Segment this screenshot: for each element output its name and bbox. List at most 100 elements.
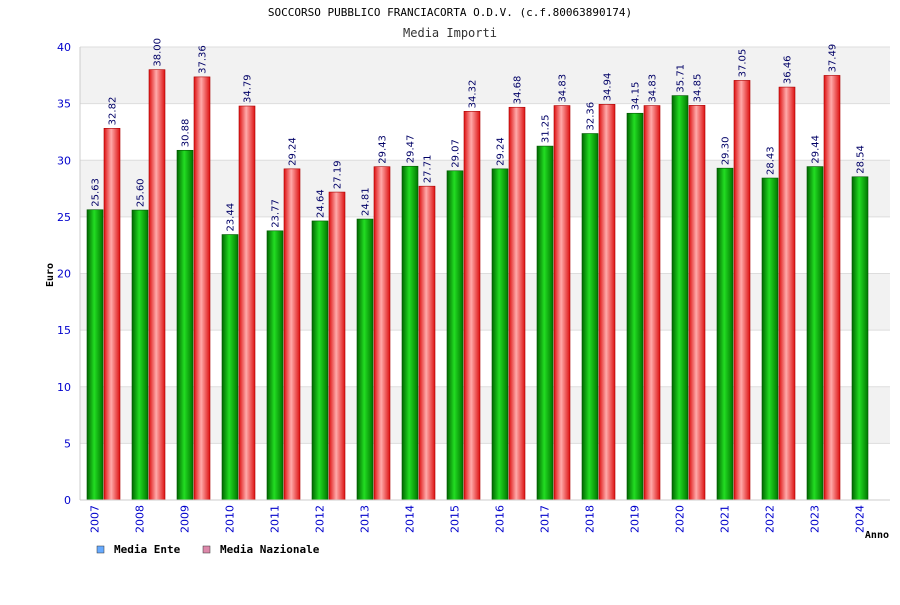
x-axis-title: Anno: [865, 530, 889, 541]
value-label-media-ente-2020: 35.71: [676, 64, 687, 93]
bar-media-nazionale-2011: [283, 168, 301, 501]
value-label-media-ente-2012: 24.64: [316, 189, 327, 218]
bar-media-nazionale-2015: [463, 111, 481, 501]
y-tick-label: 5: [64, 437, 71, 450]
bar-media-ente-2010: [221, 234, 239, 501]
value-labels: 25.63 32.82 25.60 38.00 30.88 37.36 23.44 34.79…: [91, 38, 867, 232]
x-tick-label: 2024: [854, 505, 867, 533]
bar-media-ente-2017: [536, 145, 554, 501]
bar-media-nazionale-2018: [598, 104, 616, 501]
x-tick-label: 2014: [404, 505, 417, 533]
value-label-media-nazionale-2020: 34.85: [693, 74, 704, 103]
legend-swatch-media-ente: [96, 545, 105, 554]
value-label-media-ente-2008: 25.60: [136, 178, 147, 207]
x-tick-label: 2018: [584, 505, 597, 533]
value-label-media-nazionale-2015: 34.32: [468, 80, 479, 109]
x-tick-label: 2012: [314, 505, 327, 533]
value-label-media-nazionale-2022: 36.46: [783, 55, 794, 84]
x-tick-label: 2022: [764, 505, 777, 533]
bar-media-ente-2012: [311, 220, 329, 501]
value-label-media-ente-2015: 29.07: [451, 139, 462, 168]
value-label-media-ente-2022: 28.43: [766, 146, 777, 175]
value-label-media-nazionale-2007: 32.82: [108, 97, 119, 126]
bar-media-nazionale-2009: [193, 76, 211, 501]
y-tick-label: 25: [57, 211, 71, 224]
y-tick-label: 15: [57, 324, 71, 337]
y-axis-ticks: 0 5 10 15 20 25 30 35 40: [57, 41, 71, 507]
bar-media-ente-2021: [716, 167, 734, 501]
y-tick-label: 35: [57, 98, 71, 111]
x-tick-label: 2008: [134, 505, 147, 533]
value-label-media-ente-2011: 23.77: [271, 199, 282, 228]
y-axis-title: Euro: [45, 263, 56, 287]
value-label-media-nazionale-2009: 37.36: [198, 45, 209, 74]
value-label-media-nazionale-2019: 34.83: [648, 74, 659, 103]
bar-media-nazionale-2020: [688, 105, 706, 501]
x-tick-label: 2021: [719, 505, 732, 533]
bar-media-ente-2020: [671, 95, 689, 501]
bar-media-ente-2011: [266, 230, 284, 501]
bar-media-ente-2009: [176, 149, 194, 501]
x-tick-label: 2007: [89, 505, 102, 533]
value-label-media-nazionale-2013: 29.43: [378, 135, 389, 164]
plot-band: [80, 443, 890, 500]
plot-band: [80, 103, 890, 161]
value-label-media-nazionale-2023: 37.49: [828, 44, 839, 73]
bar-media-nazionale-2023: [823, 75, 841, 501]
bar-media-nazionale-2022: [778, 86, 796, 501]
bar-media-nazionale-2017: [553, 105, 571, 501]
bar-media-ente-2007: [86, 209, 104, 501]
chart-title: SOCCORSO PUBBLICO FRANCIACORTA O.D.V. (c…: [268, 6, 632, 19]
plot-background: [80, 47, 890, 500]
plot-band: [80, 216, 890, 274]
x-tick-label: 2016: [494, 505, 507, 533]
bar-media-ente-2008: [131, 209, 149, 501]
value-label-media-ente-2007: 25.63: [91, 178, 102, 207]
x-tick-label: 2017: [539, 505, 552, 533]
plot-band: [80, 386, 890, 444]
x-tick-label: 2013: [359, 505, 372, 533]
x-axis-ticks: 2007 2008 2009 2010 2011 2012 2013 2014 2015 2016…: [89, 505, 867, 533]
legend: Media Ente Media Nazionale: [96, 543, 320, 556]
legend-label-media-nazionale: Media Nazionale: [220, 543, 320, 556]
bar-media-nazionale-2014: [418, 185, 436, 501]
y-tick-label: 10: [57, 381, 71, 394]
value-label-media-nazionale-2011: 29.24: [288, 137, 299, 166]
value-label-media-nazionale-2008: 38.00: [153, 38, 164, 67]
bar-media-nazionale-2019: [643, 105, 661, 501]
bar-media-nazionale-2008: [148, 69, 166, 501]
value-label-media-nazionale-2010: 34.79: [243, 74, 254, 103]
x-tick-label: 2023: [809, 505, 822, 533]
bar-media-ente-2023: [806, 166, 824, 501]
value-label-media-ente-2013: 24.81: [361, 187, 372, 216]
y-tick-label: 20: [57, 268, 71, 281]
value-label-media-ente-2018: 32.36: [586, 102, 597, 131]
value-label-media-ente-2024: 28.54: [856, 145, 867, 174]
value-label-media-ente-2017: 31.25: [541, 114, 552, 143]
bar-media-ente-2016: [491, 168, 509, 501]
value-label-media-ente-2021: 29.30: [721, 137, 732, 166]
value-label-media-ente-2023: 29.44: [811, 135, 822, 164]
plot-band: [80, 273, 890, 331]
chart-subtitle: Media Importi: [403, 26, 497, 40]
x-tick-label: 2011: [269, 505, 282, 533]
value-label-media-ente-2016: 29.24: [496, 137, 507, 166]
bar-media-nazionale-2021: [733, 80, 751, 501]
value-label-media-nazionale-2017: 34.83: [558, 74, 569, 103]
bar-media-ente-2015: [446, 170, 464, 501]
y-tick-label: 40: [57, 41, 71, 54]
plot-band: [80, 330, 890, 387]
value-label-media-ente-2019: 34.15: [631, 82, 642, 111]
bar-media-ente-2014: [401, 165, 419, 501]
value-label-media-nazionale-2014: 27.71: [423, 155, 434, 184]
bar-media-ente-2018: [581, 133, 599, 501]
x-tick-label: 2020: [674, 505, 687, 533]
x-tick-label: 2010: [224, 505, 237, 533]
value-label-media-ente-2010: 23.44: [226, 203, 237, 232]
x-tick-label: 2015: [449, 505, 462, 533]
value-label-media-nazionale-2016: 34.68: [513, 76, 524, 105]
plot-band: [80, 160, 890, 217]
legend-label-media-ente: Media Ente: [114, 543, 181, 556]
bar-media-nazionale-2007: [103, 128, 121, 501]
